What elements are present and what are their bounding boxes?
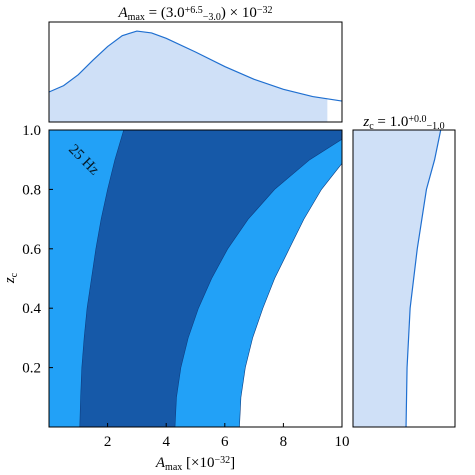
panel-frame <box>48 21 343 123</box>
y-tick-label: 0.4 <box>22 301 41 317</box>
math-part: ] <box>230 455 235 471</box>
shaded-area <box>49 31 328 122</box>
y-tick-label: 0.6 <box>22 242 41 258</box>
shaded-area <box>353 130 441 427</box>
math-part: = <box>374 114 390 130</box>
panel-frame <box>352 129 456 428</box>
math-part: A <box>118 5 129 21</box>
density-line <box>48 30 343 102</box>
x-tick-label: 8 <box>280 434 288 450</box>
right-panel: zc = 1.0+0.0−1.0 <box>352 114 456 428</box>
x-tick-label: 4 <box>162 434 170 450</box>
contour-area <box>49 130 342 427</box>
math-part: 3.0 <box>166 5 185 21</box>
y-tick-label: 1.0 <box>22 123 41 139</box>
math-part: z <box>362 114 369 130</box>
contour-boundary <box>239 162 342 427</box>
density-line <box>405 129 442 428</box>
math-part: −32 <box>257 5 273 16</box>
y-tick-label: 0.8 <box>22 182 41 198</box>
x-tick-label: 6 <box>221 434 229 450</box>
math-part: −32 <box>214 455 230 466</box>
panel-title: Amax = (3.0+6.5−3.0) × 10−32 <box>118 5 273 23</box>
x-tick-label: 2 <box>104 434 112 450</box>
panel-title: zc = 1.0+0.0−1.0 <box>362 114 444 132</box>
panel-frame <box>48 129 343 428</box>
math-part: max <box>128 12 145 23</box>
math-part: −1.0 <box>427 121 445 132</box>
math-part: z <box>2 277 18 284</box>
math-part: c <box>9 272 20 277</box>
math-part: ) × 10 <box>221 5 257 21</box>
y-axis-label: zc <box>2 272 20 284</box>
y-tick-label: 0.2 <box>22 361 41 377</box>
contour-boundary <box>79 130 125 427</box>
credible-region <box>79 130 342 427</box>
contour-boundary <box>174 138 342 427</box>
math-part: A <box>155 455 166 471</box>
math-part: [×10 <box>182 455 214 471</box>
top-panel: Amax = (3.0+6.5−3.0) × 10−32 <box>48 5 343 123</box>
math-part: −3.0 <box>203 12 221 23</box>
math-part: c <box>369 121 374 132</box>
math-part: +6.5 <box>185 5 203 16</box>
math-part: 1.0 <box>390 114 409 130</box>
math-part: = ( <box>145 5 166 21</box>
math-part: +0.0 <box>408 114 426 125</box>
x-axis-label: Amax [×10−32] <box>155 455 235 473</box>
math-part: max <box>165 462 182 473</box>
x-tick-label: 10 <box>335 434 350 450</box>
